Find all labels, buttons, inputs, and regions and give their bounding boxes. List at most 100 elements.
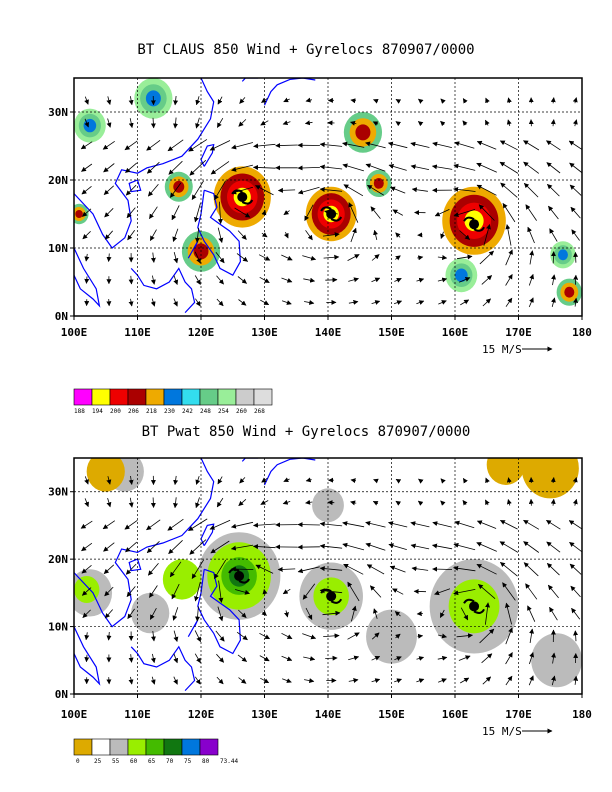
wind-vector [523,140,540,151]
wind-vector [194,653,201,664]
wind-vector [106,631,112,641]
wind-vector [506,119,512,127]
wind-vector [237,276,247,284]
wind-vector [395,633,401,639]
wind-vector [218,580,224,603]
wind-vector [172,228,179,242]
wind-vector [128,298,134,307]
wind-vector [482,298,491,307]
colorbar-label: 206 [128,408,139,415]
wind-vector [147,562,159,576]
wind-vector [394,656,402,661]
wind-vector [440,120,446,127]
wind-vector [571,607,581,620]
wind-vector [485,119,490,126]
field-contour [486,458,525,485]
wind-vector [106,96,112,105]
wind-vector [549,228,558,242]
wind-vector [102,520,116,530]
wind-vector [261,610,267,616]
wind-vector [146,139,161,151]
wind-vector [80,141,93,150]
colorbar-label: 60 [130,758,138,765]
x-tick-label: 130E [251,708,278,721]
wind-vector [366,184,385,196]
wind-vector [342,163,365,172]
wind-vector [150,117,156,129]
wind-vector [149,229,157,242]
wind-vector [194,203,201,223]
colorbar-swatch [181,388,201,406]
field-contour [131,592,170,634]
x-tick-label: 180 [572,326,592,339]
wind-vector [573,274,579,285]
wind-vector [305,477,312,483]
wind-vector [319,521,343,527]
colorbar-swatch [91,738,111,756]
wind-vector [305,230,313,241]
gyre-arm [463,598,475,604]
wind-vector [437,655,448,661]
wind-vector [570,585,581,598]
wind-vector [502,202,516,223]
wind-vector [476,563,497,575]
wind-vector [217,606,224,622]
wind-vector [476,184,497,196]
plot-area [74,78,582,316]
wind-vector [394,678,402,684]
wind-vector [545,140,561,151]
wind-vector [459,277,471,283]
wind-vector [124,140,138,151]
x-tick-label: 180 [572,708,592,721]
wind-vector [410,164,430,170]
wind-vector [237,230,247,240]
colorbar-swatch [199,738,219,756]
wind-vector [440,231,445,239]
wind-vector [453,589,476,596]
wind-vector [569,162,582,173]
wind-vector [548,205,559,220]
wind-vector [259,632,271,640]
wind-vector [239,97,246,104]
wind-vector [456,254,473,260]
x-tick-label: 160E [442,708,469,721]
y-tick-label: 30N [48,106,68,119]
wind-vector [350,120,357,126]
wind-vector [394,611,401,617]
colorbar-label: 80 [202,758,210,765]
gyre-arm [238,578,250,584]
wind-vector [499,541,519,553]
wind-vector [342,542,365,551]
wind-vector [416,611,423,617]
wind-vector [369,585,382,598]
wind-vector [371,655,381,661]
wind-vector [395,232,401,238]
wind-vector [195,497,200,509]
wind-vector [253,522,276,528]
colorbar-label: 254 [218,408,229,415]
coastline [130,645,196,692]
wind-vector [485,602,491,625]
wind-vector [173,497,178,509]
wind-vector [506,477,512,483]
colorbar-swatch [253,388,273,406]
wind-vector [438,633,447,639]
wind-vector [479,628,495,644]
coastline [200,523,215,547]
colorbar-label: 25 [94,758,102,765]
wind-vector [546,541,561,553]
wind-vector [373,478,379,484]
wind-vector [571,229,580,241]
wind-vector [236,253,248,262]
x-tick-label: 120E [188,708,215,721]
x-tick-label: 170E [505,326,532,339]
field-contour [366,609,417,664]
wind-vector [523,541,540,553]
wind-vector [305,607,313,620]
wind-vector [365,141,386,149]
wind-vector [478,583,496,600]
colorbar-label: 230 [164,408,175,415]
wind-vector [195,117,200,129]
wind-vector [147,184,159,197]
wind-vector [167,139,184,152]
